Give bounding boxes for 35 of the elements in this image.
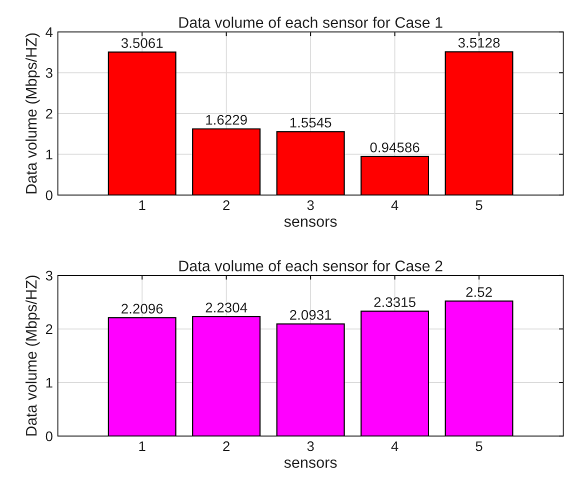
y-tick-label: 3	[46, 270, 52, 281]
x-tick-label: 1	[139, 200, 146, 210]
y-tick-label: 2	[46, 108, 52, 119]
y-tick-label: 2	[46, 324, 52, 334]
data-label: 2.52	[466, 287, 492, 297]
chart-title: Data volume of each sensor for Case 2	[179, 260, 442, 272]
y-tick-label: 4	[46, 27, 53, 37]
x-tick-label: 3	[307, 441, 314, 452]
data-label: 1.6229	[206, 114, 247, 125]
y-tick-label: 0	[46, 431, 52, 442]
x-tick-label: 5	[476, 200, 482, 210]
x-tick-label: 2	[223, 200, 230, 210]
data-label: 2.3315	[374, 297, 416, 308]
data-label: 2.2096	[122, 304, 163, 314]
x-tick-label: 1	[139, 441, 146, 452]
data-label: 2.2304	[206, 302, 248, 312]
y-axis-title: Data volume (Mbps/HZ)	[25, 33, 40, 194]
data-label: 1.5545	[290, 118, 332, 128]
y-axis-title: Data volume (Mbps/HZ)	[25, 276, 40, 436]
x-axis-title: sensors	[284, 218, 337, 227]
data-label: 0.94586	[370, 142, 420, 152]
data-label: 3.5061	[121, 38, 163, 48]
y-tick-label: 1	[46, 150, 52, 160]
x-tick-label: 4	[391, 200, 398, 210]
data-label: 2.0931	[290, 310, 332, 320]
y-tick-label: 0	[46, 190, 52, 200]
data-label: 3.5128	[458, 38, 500, 48]
y-tick-label: 3	[46, 68, 52, 78]
x-tick-label: 3	[307, 200, 314, 210]
chart-title: Data volume of each sensor for Case 1	[179, 16, 442, 28]
x-axis-title: sensors	[284, 460, 337, 468]
y-tick-label: 1	[46, 378, 52, 388]
x-tick-label: 5	[476, 441, 482, 452]
x-tick-label: 2	[223, 441, 230, 452]
x-tick-label: 4	[391, 441, 398, 452]
